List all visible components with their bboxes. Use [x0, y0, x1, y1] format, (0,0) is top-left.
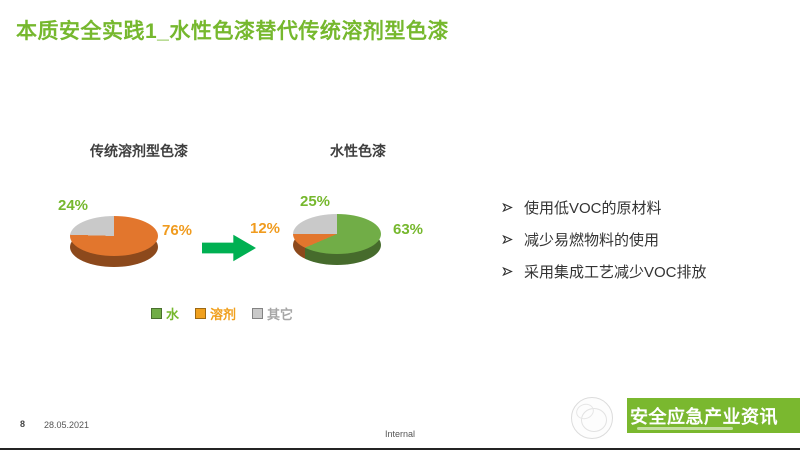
pie1-label-solvent: 76%: [162, 222, 193, 239]
legend-swatch-solvent: [195, 308, 207, 319]
arrowhead-bullet-icon: [502, 202, 513, 213]
pie2-label-other: 25%: [300, 193, 331, 210]
page-title: 本质安全实践1_水性色漆替代传统溶剂型色漆: [16, 20, 449, 43]
page-number: 8: [20, 419, 26, 429]
arrowhead-bullet-icon: [502, 234, 513, 245]
legend-swatch-other: [252, 308, 264, 319]
chart-legend: 水 溶剂 其它: [151, 304, 293, 323]
list-item: 使用低VOC的原材料: [502, 198, 707, 217]
list-item: 减少易燃物料的使用: [502, 230, 707, 249]
bullet-text: 采用集成工艺减少VOC排放: [524, 264, 707, 281]
legend-item-water: 水: [151, 304, 179, 323]
legend-label: 其它: [267, 307, 294, 322]
brand-banner-text: 安全应急产业资讯: [630, 406, 778, 427]
arrowhead-bullet-icon: [502, 266, 513, 277]
chart-title-water-paint: 水性色漆: [330, 143, 386, 159]
classification-label: Internal: [384, 429, 416, 439]
bullet-text: 使用低VOC的原材料: [524, 200, 662, 217]
bullet-text: 减少易燃物料的使用: [524, 232, 660, 249]
pie-chart-water-paint: [293, 213, 381, 265]
legend-label: 溶剂: [210, 307, 237, 322]
banner-fineprint-line: [637, 427, 733, 430]
pie-top-face: [70, 215, 158, 257]
pie-top-face: [293, 213, 381, 255]
legend-swatch-water: [151, 308, 162, 319]
pie-chart-solvent-paint: [70, 215, 158, 267]
bullet-list: 使用低VOC的原材料 减少易燃物料的使用 采用集成工艺减少VOC排放: [502, 198, 707, 294]
footer-date: 28.05.2021: [44, 420, 90, 430]
pie2-label-solvent: 12%: [250, 220, 281, 237]
legend-label: 水: [166, 307, 180, 322]
slide-bottom-border: [0, 448, 800, 450]
chart-title-solvent-paint: 传统溶剂型色漆: [90, 143, 188, 159]
legend-item-solvent: 溶剂: [195, 304, 236, 323]
legend-item-other: 其它: [252, 304, 293, 323]
transform-arrow-icon: [202, 234, 256, 262]
pie1-label-other: 24%: [58, 197, 89, 214]
pie2-label-water: 63%: [393, 221, 424, 238]
brand-banner: 安全应急产业资讯: [627, 398, 800, 433]
list-item: 采用集成工艺减少VOC排放: [502, 262, 707, 281]
seal-logo-icon: [571, 397, 613, 439]
